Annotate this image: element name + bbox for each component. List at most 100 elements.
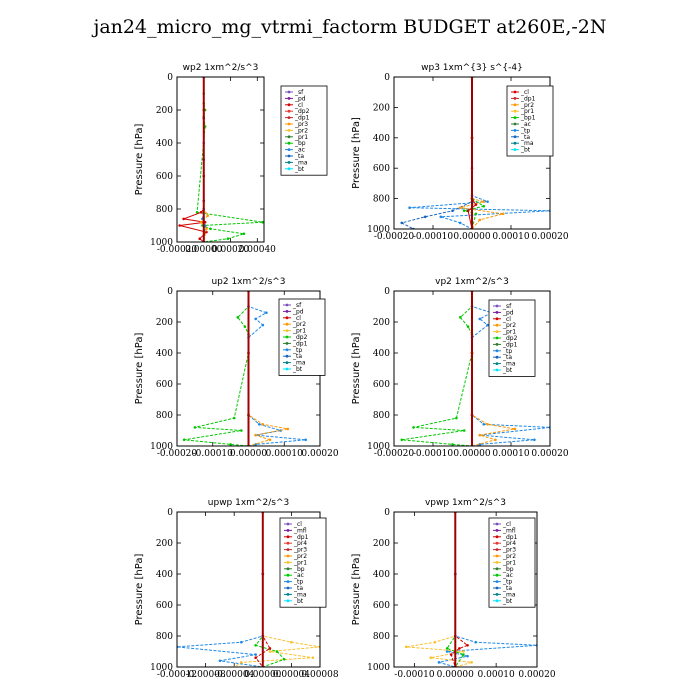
legend-label: _ma	[502, 591, 516, 598]
legend-marker	[286, 573, 290, 577]
legend-marker	[287, 90, 291, 94]
legend-label: _cl	[294, 102, 303, 109]
data-point	[437, 661, 441, 664]
data-point	[470, 661, 473, 664]
data-point	[482, 204, 486, 208]
chart-panel-6: vpwp 1xm^2/s^3 Pressure [hPa] 0 200 400 600 80…	[351, 498, 556, 680]
legend-label: _bp	[293, 566, 305, 573]
data-point	[240, 640, 243, 644]
data-point	[193, 426, 197, 429]
y-axis-label: Pressure [hPa]	[351, 554, 362, 626]
data-point	[486, 323, 489, 327]
x-tick-label: -0.00008	[185, 670, 226, 680]
legend-marker	[495, 573, 499, 577]
legend-label: _ac	[520, 121, 531, 128]
data-point	[261, 220, 264, 224]
legend-label: _mfl	[293, 527, 307, 534]
legend-marker	[287, 167, 291, 171]
legend-label: _pr1	[293, 559, 307, 566]
x-tick-label: -0.00020	[157, 449, 198, 459]
plot-frame	[176, 76, 265, 243]
data-point	[482, 200, 486, 203]
data-point	[404, 645, 408, 649]
legend-marker	[495, 567, 499, 571]
legend-label: _dp2	[292, 334, 308, 341]
y-tick-label: 600	[156, 380, 173, 390]
y-tick-label: 800	[156, 411, 173, 421]
data-point	[423, 215, 427, 219]
legend-label: _cl	[292, 315, 301, 322]
data-point	[282, 657, 286, 661]
data-point	[261, 323, 265, 327]
legend-marker	[495, 593, 499, 596]
y-tick-label: 400	[373, 570, 390, 580]
legend-label: _tp	[520, 127, 530, 134]
legend-marker	[286, 561, 290, 564]
data-point	[218, 659, 222, 663]
legend-label: _ma	[292, 360, 306, 367]
series-line-dp1	[450, 512, 469, 667]
data-point	[195, 211, 199, 214]
series-group	[178, 77, 264, 242]
data-point	[182, 217, 185, 221]
legend-marker	[495, 554, 499, 558]
data-point	[254, 433, 257, 437]
data-point	[533, 438, 536, 442]
legend-marker	[513, 103, 517, 107]
data-point	[254, 317, 257, 321]
data-point	[254, 653, 257, 656]
legend-marker	[513, 135, 517, 139]
series-group	[177, 512, 320, 667]
legend-label: _bt	[502, 598, 513, 605]
series-line-pr2	[406, 512, 472, 667]
legend-box	[280, 85, 328, 176]
data-point	[445, 647, 449, 650]
legend-marker	[287, 103, 291, 107]
legend-marker	[286, 586, 290, 590]
y-tick-label: 0	[167, 287, 173, 297]
x-tick-label: -0.00020	[374, 449, 415, 459]
plot-frame	[393, 511, 538, 668]
legend-label: _pr3	[294, 121, 308, 128]
legend-marker	[495, 529, 499, 532]
panel-title: vpwp 1xm^2/s^3	[425, 498, 506, 508]
y-axis-label: Pressure [hPa]	[351, 333, 362, 405]
x-tick-label: 0.00020	[301, 449, 338, 459]
data-point	[198, 237, 202, 240]
legend-marker	[495, 535, 499, 539]
y-axis-label: Pressure [hPa]	[351, 117, 362, 189]
y-tick-label: 1000	[367, 225, 390, 235]
legend-marker	[286, 548, 290, 551]
legend-marker	[285, 329, 289, 332]
data-point	[408, 206, 411, 210]
data-point	[206, 214, 210, 217]
legend-label: _pr3	[293, 547, 307, 554]
chart-panel-3: up2 1xm^2/s^3 Pressure [hPa] 0 200 400 600 800…	[134, 277, 339, 459]
y-tick-label: 600	[156, 172, 173, 182]
data-point	[242, 232, 246, 236]
legend-marker	[286, 580, 290, 583]
legend-marker	[495, 522, 499, 526]
y-axis-label: Pressure [hPa]	[134, 124, 145, 196]
legend-label: _pr4	[502, 540, 516, 547]
legend-label: _ta	[502, 585, 512, 592]
series-group	[182, 291, 308, 446]
legend-marker	[495, 580, 499, 583]
legend-label: _pr2	[520, 102, 534, 109]
legend-marker	[286, 567, 290, 571]
legend-label: _dp1	[292, 340, 308, 347]
legend-label: _pd	[502, 309, 514, 316]
x-tick-label: 0.00040	[239, 245, 276, 255]
panel-title: wp2 1xm^2/s^3	[183, 63, 259, 73]
legend-label: _mfl	[502, 527, 516, 534]
data-point	[486, 200, 489, 203]
x-tick-label: 0.00020	[518, 670, 555, 680]
legend-marker	[513, 90, 517, 94]
legend-marker	[285, 303, 289, 307]
data-point	[290, 640, 293, 644]
y-tick-label: 600	[373, 601, 390, 611]
series-line-pr1	[196, 77, 263, 242]
legend-label: _pr2	[292, 321, 306, 328]
legend: _cl_mfl_dp1_pr4_pr3_pr2_pr1_bp_ac_tp_ta_…	[279, 517, 327, 608]
legend-label: _dp1	[502, 341, 518, 348]
